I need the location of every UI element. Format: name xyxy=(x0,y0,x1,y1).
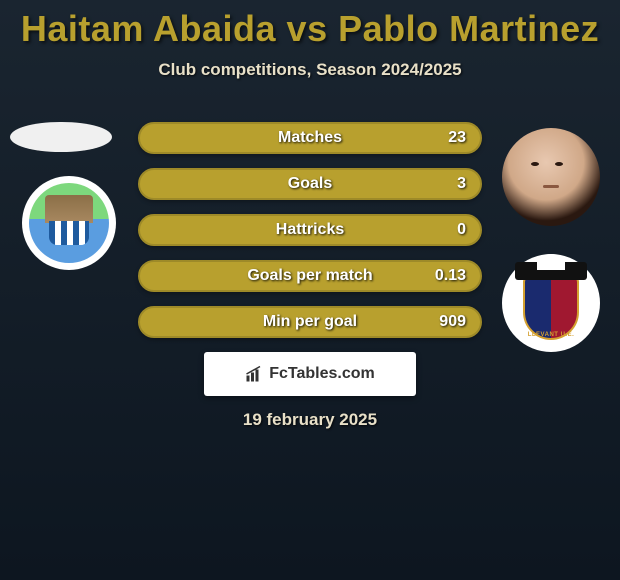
stat-bar-goals: Goals 3 xyxy=(138,168,482,200)
club-logo-right: LLEVANT U.E. xyxy=(502,254,600,352)
face-icon xyxy=(502,128,600,226)
stat-value: 0.13 xyxy=(435,267,466,285)
source-badge: FcTables.com xyxy=(204,352,416,396)
stats-container: Matches 23 Goals 3 Hattricks 0 Goals per… xyxy=(138,122,482,352)
stat-bar-matches: Matches 23 xyxy=(138,122,482,154)
player-right-avatar xyxy=(502,128,600,226)
stat-bar-goals-per-match: Goals per match 0.13 xyxy=(138,260,482,292)
stat-value: 3 xyxy=(457,175,466,193)
stat-bar-hattricks: Hattricks 0 xyxy=(138,214,482,246)
player-left-avatar-placeholder xyxy=(10,122,112,152)
date-text: 19 february 2025 xyxy=(0,410,620,430)
stat-label: Matches xyxy=(278,129,342,147)
stat-bar-min-per-goal: Min per goal 909 xyxy=(138,306,482,338)
levante-crest-icon: LLEVANT U.E. xyxy=(515,262,587,344)
club-logo-left xyxy=(22,176,116,270)
stat-label: Hattricks xyxy=(276,221,344,239)
stat-label: Goals xyxy=(288,175,332,193)
stat-value: 0 xyxy=(457,221,466,239)
stat-label: Min per goal xyxy=(263,313,357,331)
subtitle: Club competitions, Season 2024/2025 xyxy=(0,60,620,80)
page-title: Haitam Abaida vs Pablo Martinez xyxy=(0,0,620,50)
malaga-crest-icon xyxy=(29,183,109,263)
stat-value: 909 xyxy=(439,313,466,331)
badge-text: FcTables.com xyxy=(269,365,375,383)
stat-value: 23 xyxy=(448,129,466,147)
chart-icon xyxy=(245,365,263,383)
stat-label: Goals per match xyxy=(247,267,372,285)
